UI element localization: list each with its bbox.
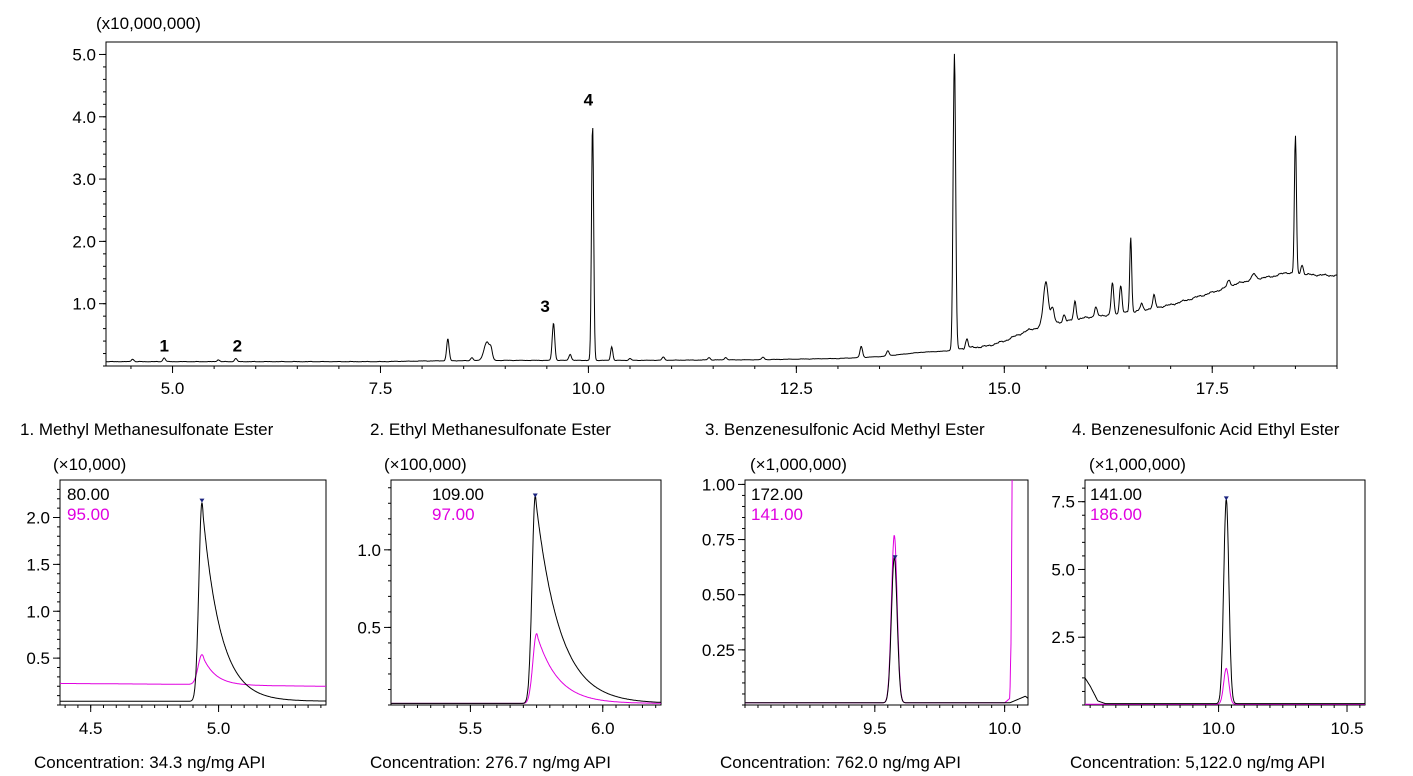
panel-4-multiplier: (×1,000,000) (1089, 455, 1186, 474)
p2-trace-qual (391, 633, 661, 704)
tic-y-tick-label: 2.0 (72, 232, 96, 251)
tic-y-tick-label: 4.0 (72, 108, 96, 127)
panel-4-plot-frame (1084, 479, 1366, 706)
tic-x-tick-label: 12.5 (780, 379, 813, 398)
panel-3-axes: 9.5 10.0 0.25 0.50 0.75 1.00 (702, 475, 1021, 738)
panel-2: (×100,000) 5.5 6.0 0.5 1.0 109.00 97.00 Con… (357, 455, 662, 772)
p1-apex-marker (199, 498, 205, 503)
panel-3-multiplier: (×1,000,000) (750, 455, 847, 474)
p1-y-tick-label: 1.0 (26, 602, 50, 621)
p3-y-tick-label: 0.50 (702, 586, 735, 605)
tic-multiplier: (x10,000,000) (96, 14, 201, 33)
p4-x-tick-label: 10.0 (1202, 719, 1235, 738)
tic-axes: 5.0 7.5 10.0 12.5 15.0 17.5 1.0 2.0 3.0 4.0 5.0 (72, 45, 1338, 398)
panel-2-legend-1: 109.00 (432, 485, 484, 504)
p3-y-tick-label: 1.00 (702, 475, 735, 494)
p4-y-tick-label: 7.5 (1051, 493, 1075, 512)
p4-x-tick-label: 10.5 (1330, 719, 1363, 738)
panel-3: (×1,000,000) 9.5 10.0 0.25 0.50 0.75 1.00 172… (702, 455, 1029, 772)
panel-4-concentration: Concentration: 5,122.0 ng/mg API (1070, 753, 1325, 772)
panel-3-concentration: Concentration: 762.0 ng/mg API (720, 753, 961, 772)
panel-2-axes: 5.5 6.0 0.5 1.0 (357, 487, 657, 738)
tic-peak-label-1: 1 (159, 337, 168, 356)
p3-y-tick-label: 0.25 (702, 641, 735, 660)
tic-x-tick-label: 10.0 (572, 379, 605, 398)
panel-3-traces (745, 480, 1028, 704)
p1-y-tick-label: 1.5 (26, 555, 50, 574)
p3-x-tick-label: 9.5 (863, 719, 887, 738)
tic-peak-labels: 1 2 3 4 (159, 91, 593, 356)
panel-4: (×1,000,000) 10.0 10.5 2.5 5.0 7.5 141.00 18… (1051, 455, 1366, 772)
panel-3-legend-1: 172.00 (751, 485, 803, 504)
panel-4-axes: 10.0 10.5 2.5 5.0 7.5 (1051, 487, 1364, 738)
tic-x-tick-label: 7.5 (369, 379, 393, 398)
p4-trace-qual (1085, 667, 1365, 705)
p2-trace-quant (391, 495, 661, 704)
panel-1: (×10,000) 4.5 5.0 0.5 1.0 1.5 2.0 80.00 95.00… (26, 455, 327, 772)
p4-y-tick-label: 5.0 (1051, 560, 1075, 579)
tic-x-tick-label: 15.0 (988, 379, 1021, 398)
p4-y-tick-label: 2.5 (1051, 628, 1075, 647)
panel-2-plot-frame (390, 479, 662, 706)
panel-2-multiplier: (×100,000) (384, 455, 467, 474)
panel-2-title: 2. Ethyl Methanesulfonate Ester (370, 420, 611, 439)
p2-y-tick-label: 0.5 (357, 618, 381, 637)
tic-y-tick-label: 1.0 (72, 295, 96, 314)
p1-trace-qual (60, 654, 326, 687)
tic-x-tick-label: 5.0 (161, 379, 185, 398)
tic-y-tick-label: 5.0 (72, 45, 96, 64)
p4-apex-marker (1223, 496, 1229, 501)
panel-1-legend-2: 95.00 (67, 505, 110, 524)
panel-4-traces (1085, 496, 1365, 705)
p2-x-tick-label: 6.0 (591, 719, 615, 738)
tic-x-tick-label: 17.5 (1196, 379, 1229, 398)
panel-1-multiplier: (×10,000) (53, 455, 126, 474)
p2-y-tick-label: 1.0 (357, 541, 381, 560)
p3-x-tick-label: 10.0 (988, 719, 1021, 738)
panel-2-legend-2: 97.00 (432, 505, 475, 524)
p2-apex-marker (532, 493, 538, 498)
p4-trace-quant (1085, 499, 1365, 705)
panel-3-legend-2: 141.00 (751, 505, 803, 524)
tic-peak-label-3: 3 (540, 297, 549, 316)
p1-y-tick-label: 2.0 (26, 509, 50, 528)
tic-chart: (x10,000,000) 5.0 7.5 10.0 12.5 15.0 17.51.02… (72, 14, 1338, 398)
tic-peak-label-2: 2 (233, 337, 242, 356)
p1-x-tick-label: 4.5 (79, 719, 103, 738)
panel-2-traces (391, 493, 661, 704)
panel-4-legend-2: 186.00 (1090, 505, 1142, 524)
tic-y-tick-label: 3.0 (72, 170, 96, 189)
panel-1-legend-1: 80.00 (67, 485, 110, 504)
panel-4-title: 4. Benzenesulfonic Acid Ethyl Ester (1072, 420, 1340, 439)
panel-1-axes: 4.5 5.0 0.5 1.0 1.5 2.0 (26, 488, 322, 738)
panel-3-plot-frame (744, 479, 1029, 706)
panel-1-concentration: Concentration: 34.3 ng/mg API (34, 753, 266, 772)
panel-1-traces (60, 498, 326, 702)
tic-peak-label-4: 4 (584, 91, 594, 110)
p1-trace-quant (60, 502, 326, 702)
panel-3-title: 3. Benzenesulfonic Acid Methyl Ester (705, 420, 985, 439)
p3-trace-quant (745, 557, 1028, 704)
p3-apex-marker (892, 555, 898, 560)
p2-x-tick-label: 5.5 (459, 719, 483, 738)
panel-1-title: 1. Methyl Methanesulfonate Ester (20, 420, 274, 439)
tic-trace (106, 53, 1338, 363)
panel-2-concentration: Concentration: 276.7 ng/mg API (370, 753, 611, 772)
p3-y-tick-label: 0.75 (702, 531, 735, 550)
p1-x-tick-label: 5.0 (207, 719, 231, 738)
tic-plot-frame (105, 41, 1338, 367)
p1-y-tick-label: 0.5 (26, 649, 50, 668)
panel-4-legend-1: 141.00 (1090, 485, 1142, 504)
